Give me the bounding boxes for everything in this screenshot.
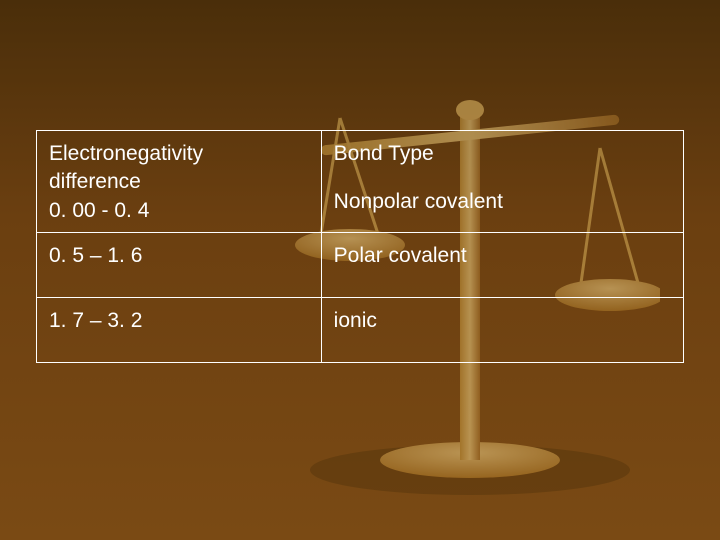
cell-bond-2: ionic bbox=[321, 298, 683, 363]
table-row: 0. 5 – 1. 6 Polar covalent bbox=[37, 232, 684, 297]
table-header-row: Electronegativity difference 0. 00 - 0. … bbox=[37, 131, 684, 233]
cell-bond-1: Polar covalent bbox=[321, 232, 683, 297]
header-bond-type: Bond Type Nonpolar covalent bbox=[321, 131, 683, 233]
electronegativity-table: Electronegativity difference 0. 00 - 0. … bbox=[36, 130, 684, 363]
row0-range: 0. 00 - 0. 4 bbox=[49, 198, 309, 224]
cell-range-2: 1. 7 – 3. 2 bbox=[37, 298, 322, 363]
cell-range-1: 0. 5 – 1. 6 bbox=[37, 232, 322, 297]
table-row: 1. 7 – 3. 2 ionic bbox=[37, 298, 684, 363]
row0-bond: Nonpolar covalent bbox=[334, 189, 671, 215]
header-left-line2: difference bbox=[49, 169, 309, 195]
header-right: Bond Type bbox=[334, 142, 434, 165]
header-left-line1: Electronegativity bbox=[49, 142, 203, 165]
header-electronegativity: Electronegativity difference 0. 00 - 0. … bbox=[37, 131, 322, 233]
